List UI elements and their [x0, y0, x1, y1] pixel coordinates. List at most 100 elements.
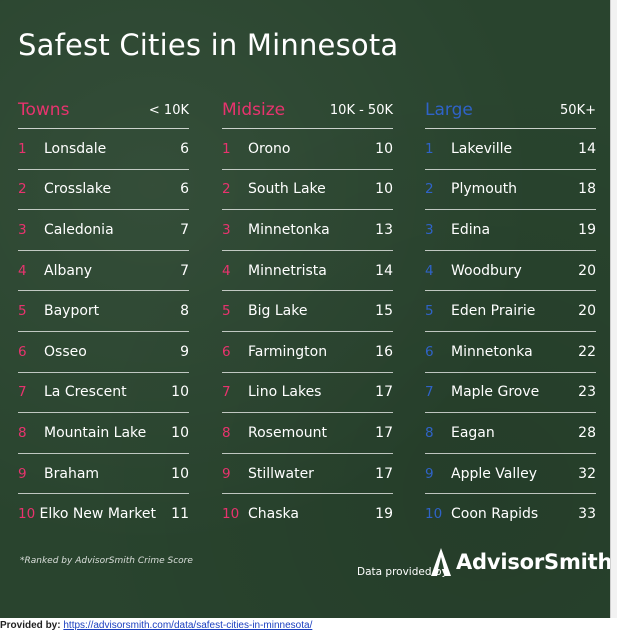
rank-number: 5 [18, 303, 27, 320]
rank-number: 2 [18, 181, 27, 198]
rank-number: 9 [425, 465, 434, 482]
crime-score: 14 [578, 140, 596, 157]
city-name: Mountain Lake [44, 424, 147, 441]
city-name: Eden Prairie [451, 303, 536, 320]
page-title: Safest Cities in Minnesota [18, 28, 399, 62]
ranking-row: 5 Bayport 8 [18, 291, 189, 332]
ranking-row: 7 Lino Lakes 17 [222, 373, 393, 414]
city-name: Eagan [451, 424, 495, 441]
crime-score: 18 [578, 181, 596, 198]
column-category: Large [425, 100, 473, 120]
data-provided-label: Data provided by [357, 566, 448, 578]
rank-number: 4 [18, 262, 27, 279]
ranking-row: 5 Big Lake 15 [222, 291, 393, 332]
column-range: 50K+ [560, 103, 596, 118]
city-name: Lino Lakes [248, 384, 322, 401]
crime-score: 19 [578, 221, 596, 238]
crime-score: 10 [171, 424, 189, 441]
column-header: Large 50K+ [425, 100, 596, 129]
rank-number: 7 [222, 384, 231, 401]
ranking-row: 1 Lakeville 14 [425, 129, 596, 170]
crime-score: 33 [578, 506, 596, 523]
crime-score: 17 [375, 465, 393, 482]
ranking-row: 9 Braham 10 [18, 454, 189, 495]
rank-number: 4 [425, 262, 434, 279]
ranking-row: 3 Edina 19 [425, 210, 596, 251]
rank-number: 3 [18, 221, 27, 238]
rank-number: 1 [425, 140, 434, 157]
crime-score: 10 [375, 181, 393, 198]
crime-score: 15 [375, 303, 393, 320]
city-name: Minnetrista [248, 262, 327, 279]
ranking-row: 10 Chaska 19 [222, 494, 393, 534]
ranking-row: 8 Eagan 28 [425, 413, 596, 454]
rank-number: 10 [18, 506, 36, 523]
city-name: Minnetonka [451, 343, 533, 360]
city-name: La Crescent [44, 384, 127, 401]
city-name: Albany [44, 262, 93, 279]
rank-number: 9 [18, 465, 27, 482]
ranking-row: 5 Eden Prairie 20 [425, 291, 596, 332]
ranking-row: 8 Rosemount 17 [222, 413, 393, 454]
column-category: Towns [18, 100, 70, 120]
crime-score: 23 [578, 384, 596, 401]
brand-logo: AdvisorSmith [430, 547, 612, 577]
crime-score: 11 [171, 506, 189, 523]
column-header: Towns < 10K [18, 100, 189, 129]
city-name: Plymouth [451, 181, 518, 198]
ranking-row: 9 Stillwater 17 [222, 454, 393, 495]
column-towns: Towns < 10K 1 Lonsdale 6 2 Crosslake 6 3 Caledo… [18, 100, 189, 534]
crime-score: 28 [578, 424, 596, 441]
city-name: Crosslake [44, 181, 112, 198]
source-label: Provided by: [0, 620, 61, 631]
city-name: Farmington [248, 343, 328, 360]
city-name: Apple Valley [451, 465, 538, 482]
crime-score: 8 [180, 303, 189, 320]
crime-score: 17 [375, 384, 393, 401]
column-large: Large 50K+ 1 Lakeville 14 2 Plymouth 18 3 Edina… [425, 100, 596, 534]
crime-score: 22 [578, 343, 596, 360]
city-name: Coon Rapids [451, 506, 539, 523]
city-name: Lonsdale [44, 140, 107, 157]
rank-number: 8 [222, 424, 231, 441]
ranking-row: 2 Crosslake 6 [18, 170, 189, 211]
ranking-row: 1 Orono 10 [222, 129, 393, 170]
city-name: Woodbury [451, 262, 522, 279]
rank-number: 6 [222, 343, 231, 360]
ranking-row: 4 Albany 7 [18, 251, 189, 292]
rank-number: 5 [222, 303, 231, 320]
ranking-row: 3 Minnetonka 13 [222, 210, 393, 251]
ranking-row: 9 Apple Valley 32 [425, 454, 596, 495]
rank-number: 1 [18, 140, 27, 157]
city-name: Big Lake [248, 303, 308, 320]
crime-score: 32 [578, 465, 596, 482]
source-link[interactable]: https://advisorsmith.com/data/safest-cit… [63, 620, 313, 631]
crime-score: 7 [180, 262, 189, 279]
crime-score: 13 [375, 221, 393, 238]
city-name: Caledonia [44, 221, 114, 238]
rank-number: 4 [222, 262, 231, 279]
column-range: 10K - 50K [329, 103, 393, 118]
crime-score: 16 [375, 343, 393, 360]
crime-score: 20 [578, 303, 596, 320]
ranking-row: 7 La Crescent 10 [18, 373, 189, 414]
city-name: Minnetonka [248, 221, 330, 238]
infographic-card: Safest Cities in Minnesota Towns < 10K 1… [0, 0, 610, 618]
crime-score: 7 [180, 221, 189, 238]
rank-number: 7 [18, 384, 27, 401]
city-name: South Lake [248, 181, 326, 198]
rank-number: 2 [222, 181, 231, 198]
advisorsmith-logo-icon [431, 548, 451, 576]
column-midsize: Midsize 10K - 50K 1 Orono 10 2 South Lake 10 3… [222, 100, 393, 534]
column-category: Midsize [222, 100, 286, 120]
rank-number: 1 [222, 140, 231, 157]
ranking-row: 6 Minnetonka 22 [425, 332, 596, 373]
ranking-row: 7 Maple Grove 23 [425, 373, 596, 414]
ranking-row: 10 Elko New Market 11 [18, 494, 189, 534]
city-name: Stillwater [248, 465, 314, 482]
ranking-row: 1 Lonsdale 6 [18, 129, 189, 170]
rank-number: 2 [425, 181, 434, 198]
crime-score: 6 [180, 140, 189, 157]
ranking-row: 6 Osseo 9 [18, 332, 189, 373]
ranking-row: 2 South Lake 10 [222, 170, 393, 211]
